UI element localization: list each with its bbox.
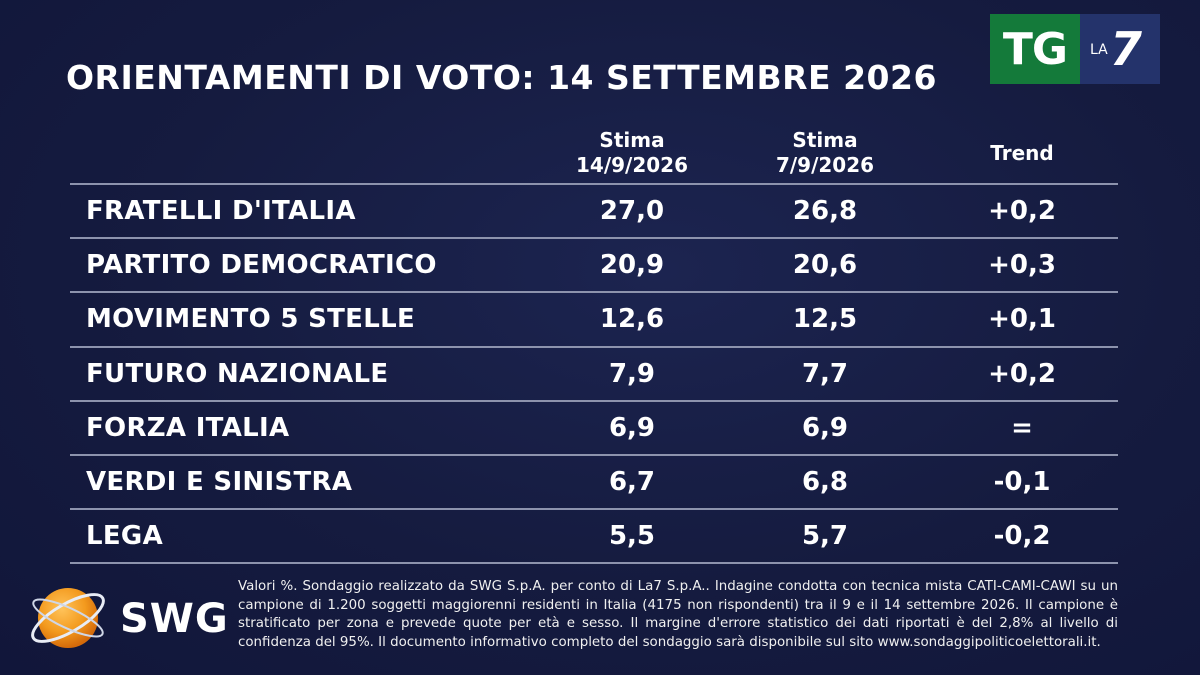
- estimate-current: 7,9: [608, 359, 656, 389]
- party-name: VERDI E SINISTRA: [86, 467, 353, 497]
- swg-logo-text: SWG: [120, 596, 229, 642]
- la7-logo-la: LA: [1090, 42, 1108, 58]
- row-divider: [70, 183, 1118, 185]
- estimate-previous: 26,8: [792, 196, 858, 226]
- estimate-current: 6,7: [608, 467, 656, 497]
- party-name: FRATELLI D'ITALIA: [86, 196, 356, 226]
- estimate-previous: 5,7: [801, 521, 849, 551]
- trend-value: +0,1: [988, 304, 1056, 334]
- trend-value: =: [1011, 413, 1033, 443]
- row-divider: [70, 508, 1118, 510]
- party-name: LEGA: [86, 521, 163, 551]
- row-divider: [70, 400, 1118, 402]
- column-header-trend: Trend: [942, 141, 1102, 166]
- column-header-previous-line1: Stima: [792, 128, 858, 152]
- page-title: ORIENTAMENTI DI VOTO: 14 SETTEMBRE 2026: [66, 58, 937, 97]
- column-header-previous: Stima 7/9/2026: [745, 128, 905, 178]
- party-name: FORZA ITALIA: [86, 413, 290, 443]
- tg-la7-logo: TG LA 7: [990, 14, 1160, 84]
- row-divider: [70, 346, 1118, 348]
- column-header-trend-line1: Trend: [990, 141, 1054, 165]
- estimate-current: 5,5: [608, 521, 656, 551]
- party-name: FUTURO NAZIONALE: [86, 359, 389, 389]
- row-divider: [70, 237, 1118, 239]
- row-divider: [70, 454, 1118, 456]
- column-header-current-line1: Stima: [599, 128, 665, 152]
- la7-logo-seven: 7: [1110, 22, 1143, 76]
- column-header-previous-line2: 7/9/2026: [775, 153, 875, 177]
- column-header-current: Stima 14/9/2026: [552, 128, 712, 178]
- la7-logo-mark: LA 7: [1080, 14, 1160, 84]
- trend-value: +0,2: [988, 196, 1056, 226]
- trend-value: +0,2: [988, 359, 1056, 389]
- estimate-previous: 20,6: [792, 250, 858, 280]
- estimate-previous: 6,9: [801, 413, 849, 443]
- estimate-current: 20,9: [599, 250, 665, 280]
- tg-logo-mark: TG: [990, 14, 1080, 84]
- estimate-previous: 7,7: [801, 359, 849, 389]
- column-header-current-line2: 14/9/2026: [575, 153, 689, 177]
- swg-globe-icon: [31, 588, 105, 648]
- estimate-previous: 12,5: [792, 304, 858, 334]
- swg-logo: SWG: [22, 582, 228, 654]
- methodology-footnote: Valori %. Sondaggio realizzato da SWG S.…: [238, 579, 1118, 650]
- row-divider: [70, 291, 1118, 293]
- trend-value: -0,1: [993, 467, 1051, 497]
- estimate-current: 27,0: [599, 196, 665, 226]
- estimate-current: 12,6: [599, 304, 665, 334]
- estimate-current: 6,9: [608, 413, 656, 443]
- trend-value: -0,2: [993, 521, 1051, 551]
- trend-value: +0,3: [988, 250, 1056, 280]
- estimate-previous: 6,8: [801, 467, 849, 497]
- party-name: MOVIMENTO 5 STELLE: [86, 304, 416, 334]
- row-divider: [70, 562, 1118, 564]
- party-name: PARTITO DEMOCRATICO: [86, 250, 437, 280]
